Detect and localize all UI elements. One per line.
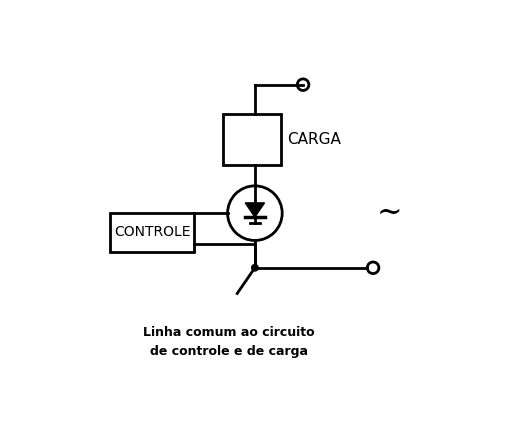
Polygon shape — [245, 203, 265, 217]
Text: de controle e de carga: de controle e de carga — [150, 345, 308, 358]
Text: Linha comum ao circuito: Linha comum ao circuito — [143, 325, 315, 339]
Text: CARGA: CARGA — [287, 132, 341, 147]
Bar — [223, 113, 281, 165]
Circle shape — [252, 265, 258, 271]
Text: CONTROLE: CONTROLE — [114, 226, 190, 240]
Bar — [110, 213, 194, 252]
Text: ~: ~ — [377, 198, 403, 229]
